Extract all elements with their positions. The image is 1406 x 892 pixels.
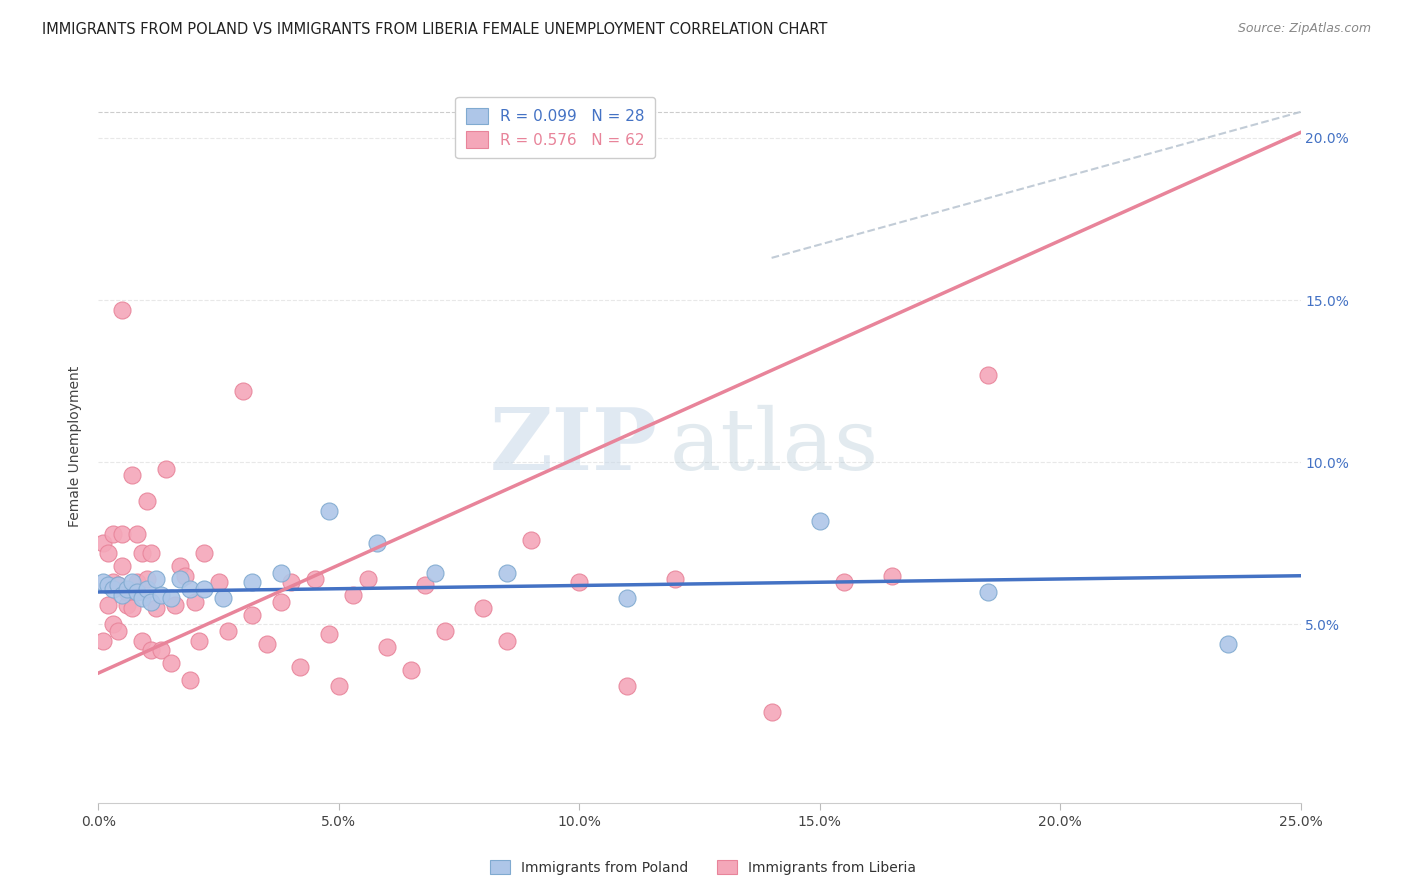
Point [832,575,855,590]
Point [91,575,114,590]
Point [616,679,638,693]
Point [1218,637,1240,651]
Point [111,588,134,602]
Point [664,572,686,586]
Point [97,578,120,592]
Point [342,588,364,602]
Point [193,546,215,560]
Point [270,595,292,609]
Point [101,617,124,632]
Point [977,368,1000,382]
Point [101,526,124,541]
Y-axis label: Female Unemployment: Female Unemployment [69,366,83,526]
Point [761,705,783,719]
Point [121,575,143,590]
Point [174,568,197,582]
Point [256,637,278,651]
Point [141,595,163,609]
Point [270,566,292,580]
Point [131,591,153,606]
Point [318,504,340,518]
Point [169,559,191,574]
Point [135,572,157,586]
Point [117,582,139,596]
Point [290,659,312,673]
Point [280,575,302,590]
Point [183,595,205,609]
Point [415,578,437,592]
Point [304,572,326,586]
Point [208,575,231,590]
Point [366,536,388,550]
Point [121,601,143,615]
Point [880,568,903,582]
Point [141,643,163,657]
Point [496,633,519,648]
Point [217,624,239,638]
Point [375,640,398,654]
Point [125,575,148,590]
Text: Source: ZipAtlas.com: Source: ZipAtlas.com [1237,22,1371,36]
Legend: Immigrants from Poland, Immigrants from Liberia: Immigrants from Poland, Immigrants from … [484,855,922,880]
Point [520,533,543,547]
Point [107,578,129,592]
Point [232,384,254,398]
Point [977,585,1000,599]
Point [212,591,235,606]
Point [159,591,181,606]
Point [179,582,201,596]
Point [188,633,211,648]
Point [472,601,495,615]
Point [101,575,124,590]
Point [91,633,114,648]
Point [111,526,134,541]
Point [193,582,215,596]
Point [117,585,139,599]
Point [159,657,181,671]
Text: atlas: atlas [669,404,879,488]
Point [496,566,519,580]
Point [357,572,380,586]
Point [169,572,191,586]
Point [318,627,340,641]
Point [107,578,129,592]
Point [155,461,177,475]
Point [423,566,446,580]
Point [145,572,167,586]
Point [97,546,120,560]
Point [179,673,201,687]
Point [240,575,263,590]
Point [135,494,157,508]
Point [131,633,153,648]
Text: IMMIGRANTS FROM POLAND VS IMMIGRANTS FROM LIBERIA FEMALE UNEMPLOYMENT CORRELATIO: IMMIGRANTS FROM POLAND VS IMMIGRANTS FRO… [42,22,828,37]
Point [97,598,120,612]
Point [111,559,134,574]
Point [149,643,172,657]
Point [125,526,148,541]
Point [568,575,591,590]
Point [616,591,638,606]
Point [121,468,143,483]
Point [91,536,114,550]
Point [145,601,167,615]
Point [141,546,163,560]
Point [399,663,422,677]
Point [101,582,124,596]
Text: ZIP: ZIP [489,404,658,488]
Point [328,679,350,693]
Point [111,302,134,317]
Point [240,607,263,622]
Point [125,585,148,599]
Point [131,546,153,560]
Point [433,624,456,638]
Point [135,582,157,596]
Point [165,598,187,612]
Point [107,624,129,638]
Legend: R = 0.099   N = 28, R = 0.576   N = 62: R = 0.099 N = 28, R = 0.576 N = 62 [456,97,655,159]
Point [808,514,831,528]
Point [117,598,139,612]
Point [149,588,172,602]
